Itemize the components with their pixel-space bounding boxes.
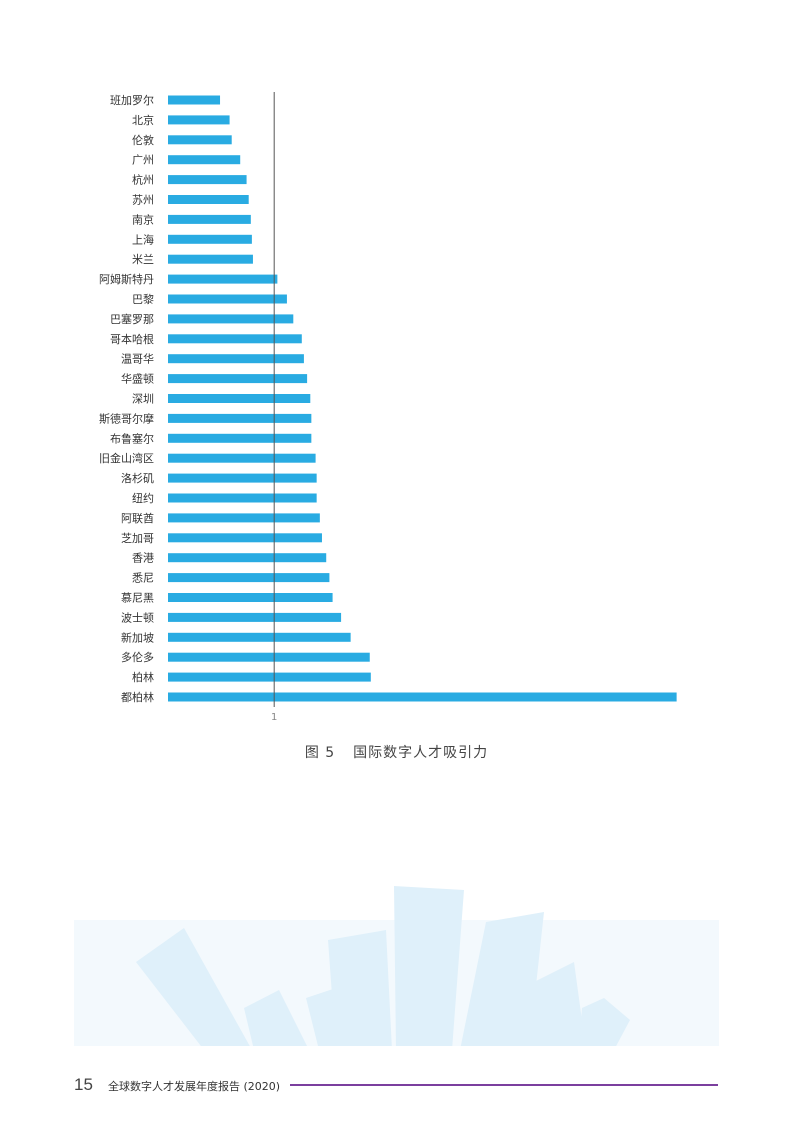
bar-3 (168, 155, 241, 165)
category-label: 波士顿 (121, 610, 154, 624)
category-label: 柏林 (132, 670, 154, 684)
bar-chart: 班加罗尔北京伦敦广州杭州苏州南京上海米兰阿姆斯特丹巴黎巴塞罗那哥本哈根温哥华华盛… (99, 92, 677, 723)
footer-rule (290, 1084, 718, 1086)
bar-23 (168, 553, 327, 563)
category-label: 班加罗尔 (110, 94, 154, 107)
category-label: 洛杉矶 (121, 471, 154, 485)
category-label: 斯德哥尔摩 (99, 411, 154, 425)
category-label: 布鲁塞尔 (110, 431, 154, 445)
category-label: 哥本哈根 (110, 332, 154, 346)
bar-18 (168, 453, 316, 463)
page-footer: 15 全球数字人才发展年度报告 (2020) (74, 1075, 719, 1097)
category-label: 旧金山湾区 (99, 451, 154, 465)
bar-1 (168, 115, 230, 125)
bar-12 (168, 334, 302, 344)
decorative-skyline-graphic (74, 886, 719, 1050)
bar-22 (168, 533, 322, 543)
category-label: 纽约 (132, 491, 154, 505)
category-label: 芝加哥 (121, 532, 154, 545)
bar-9 (168, 274, 278, 284)
bar-29 (168, 672, 371, 682)
category-label: 香港 (132, 552, 154, 565)
bar-13 (168, 354, 304, 364)
bar-27 (168, 632, 351, 642)
x-tick-label: 1 (271, 712, 277, 723)
category-label: 巴塞罗那 (110, 312, 154, 326)
bar-19 (168, 473, 317, 483)
category-label: 南京 (132, 212, 154, 226)
category-label: 米兰 (132, 253, 154, 266)
category-label: 苏州 (132, 194, 154, 207)
bar-17 (168, 433, 312, 443)
bar-30 (168, 692, 677, 702)
bar-4 (168, 175, 247, 185)
bar-16 (168, 413, 312, 423)
category-label: 上海 (132, 232, 154, 246)
category-label: 都柏林 (121, 690, 154, 704)
report-title: 全球数字人才发展年度报告 (2020) (108, 1080, 281, 1093)
category-label: 北京 (132, 113, 154, 127)
category-label: 巴黎 (132, 292, 154, 306)
category-label: 阿联酋 (121, 511, 154, 525)
bar-25 (168, 593, 333, 602)
category-label: 深圳 (132, 393, 154, 406)
figure-title: 国际数字人才吸引力 (353, 745, 489, 761)
bar-8 (168, 254, 253, 264)
category-label: 新加坡 (121, 630, 154, 644)
category-label: 温哥华 (121, 352, 154, 366)
category-label: 伦敦 (132, 133, 154, 147)
figure-caption: 图 5 国际数字人才吸引力 (0, 742, 793, 762)
bar-21 (168, 513, 320, 523)
category-label: 多伦多 (121, 650, 154, 664)
figure-number: 图 5 (304, 745, 336, 761)
bar-20 (168, 493, 317, 503)
bar-15 (168, 394, 311, 403)
category-label: 慕尼黑 (121, 591, 154, 605)
bar-5 (168, 195, 249, 204)
bar-11 (168, 314, 294, 324)
bar-7 (168, 234, 252, 244)
category-label: 广州 (132, 154, 154, 167)
bar-28 (168, 652, 370, 662)
category-label: 杭州 (132, 173, 154, 187)
bar-2 (168, 135, 232, 145)
bar-10 (168, 294, 287, 304)
bar-14 (168, 374, 308, 384)
bar-6 (168, 214, 251, 224)
bar-0 (168, 95, 221, 105)
bar-26 (168, 612, 342, 622)
page-number: 15 (74, 1075, 93, 1094)
category-label: 悉尼 (132, 572, 154, 585)
category-label: 华盛顿 (121, 372, 154, 386)
bar-24 (168, 573, 330, 583)
category-label: 阿姆斯特丹 (99, 272, 154, 286)
